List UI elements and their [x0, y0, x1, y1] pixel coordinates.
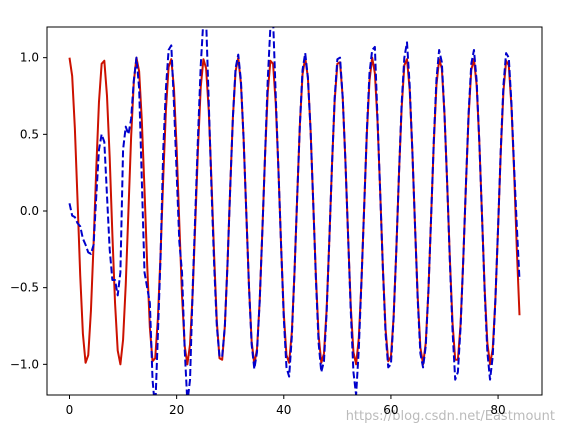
y-tick-label: 1.0: [20, 51, 39, 65]
y-tick-label: −0.5: [10, 281, 39, 295]
y-tick-label: −1.0: [10, 357, 39, 371]
x-tick-label: 0: [66, 403, 74, 417]
plot-area: [68, 27, 521, 395]
x-tick-label: 80: [490, 403, 505, 417]
watermark: https://blog.csdn.net/Eastmount: [346, 409, 555, 424]
line-series: [68, 27, 521, 395]
x-tick-label: 20: [169, 403, 184, 417]
y-tick-label: 0.5: [20, 127, 39, 141]
y-tick-label: 0.0: [20, 204, 39, 218]
x-tick-label: 40: [276, 403, 291, 417]
x-tick-label: 60: [383, 403, 398, 417]
